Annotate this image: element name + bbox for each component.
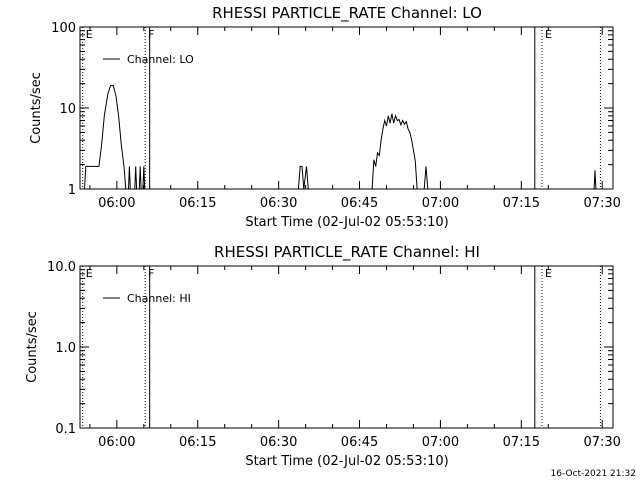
x-axis-label: Start Time (02-Jul-02 05:53:10) (245, 215, 448, 230)
x-axis-label: Start Time (02-Jul-02 05:53:10) (245, 454, 448, 469)
x-tick-label: 07:30 (583, 196, 620, 211)
panel-lo: RHESSI PARTICLE_RATE Channel: LO Counts/… (29, 4, 621, 230)
legend-label: Channel: HI (127, 292, 191, 305)
plot-frame (79, 265, 614, 429)
marker-label: E (86, 267, 93, 280)
marker-label: F (148, 267, 154, 280)
y-tick-label: 1 (68, 183, 76, 198)
y-tick-label: 100 (51, 21, 76, 36)
panel-hi: RHESSI PARTICLE_RATE Channel: HI Counts/… (25, 243, 621, 469)
x-tick-label: 06:00 (98, 435, 135, 450)
tick-marks (80, 26, 613, 190)
plot-frame (79, 26, 614, 190)
y-tick-label: 10 (59, 102, 76, 117)
y-tick-label: 1.0 (55, 341, 76, 356)
tick-marks (80, 265, 613, 429)
x-tick-label: 06:00 (98, 196, 135, 211)
x-tick-label: 06:45 (341, 435, 378, 450)
y-axis-label: Counts/sec (25, 311, 40, 383)
x-tick-label: 07:30 (583, 435, 620, 450)
x-tick-label: 06:15 (179, 196, 216, 211)
timestamp: 16-Oct-2021 21:32 (551, 469, 636, 479)
marker-label: F (148, 28, 154, 41)
x-tick-label: 06:45 (341, 196, 378, 211)
marker-label: E (545, 267, 552, 280)
x-tick-label: 07:15 (503, 196, 540, 211)
chart-title: RHESSI PARTICLE_RATE Channel: HI (214, 243, 480, 262)
y-tick-label: 0.1 (55, 422, 76, 437)
chart-title: RHESSI PARTICLE_RATE Channel: LO (212, 4, 482, 23)
x-tick-label: 06:30 (260, 435, 297, 450)
x-tick-label: 07:15 (503, 435, 540, 450)
x-tick-label: 06:30 (260, 196, 297, 211)
x-tick-label: 07:00 (422, 196, 459, 211)
marker-label: E (545, 28, 552, 41)
marker-label: E (86, 28, 93, 41)
y-tick-label: 10.0 (47, 260, 76, 275)
series-line-lo (84, 84, 597, 190)
legend-label: Channel: LO (127, 53, 194, 66)
x-tick-label: 07:00 (422, 435, 459, 450)
x-tick-label: 06:15 (179, 435, 216, 450)
y-axis-label: Counts/sec (29, 72, 44, 144)
